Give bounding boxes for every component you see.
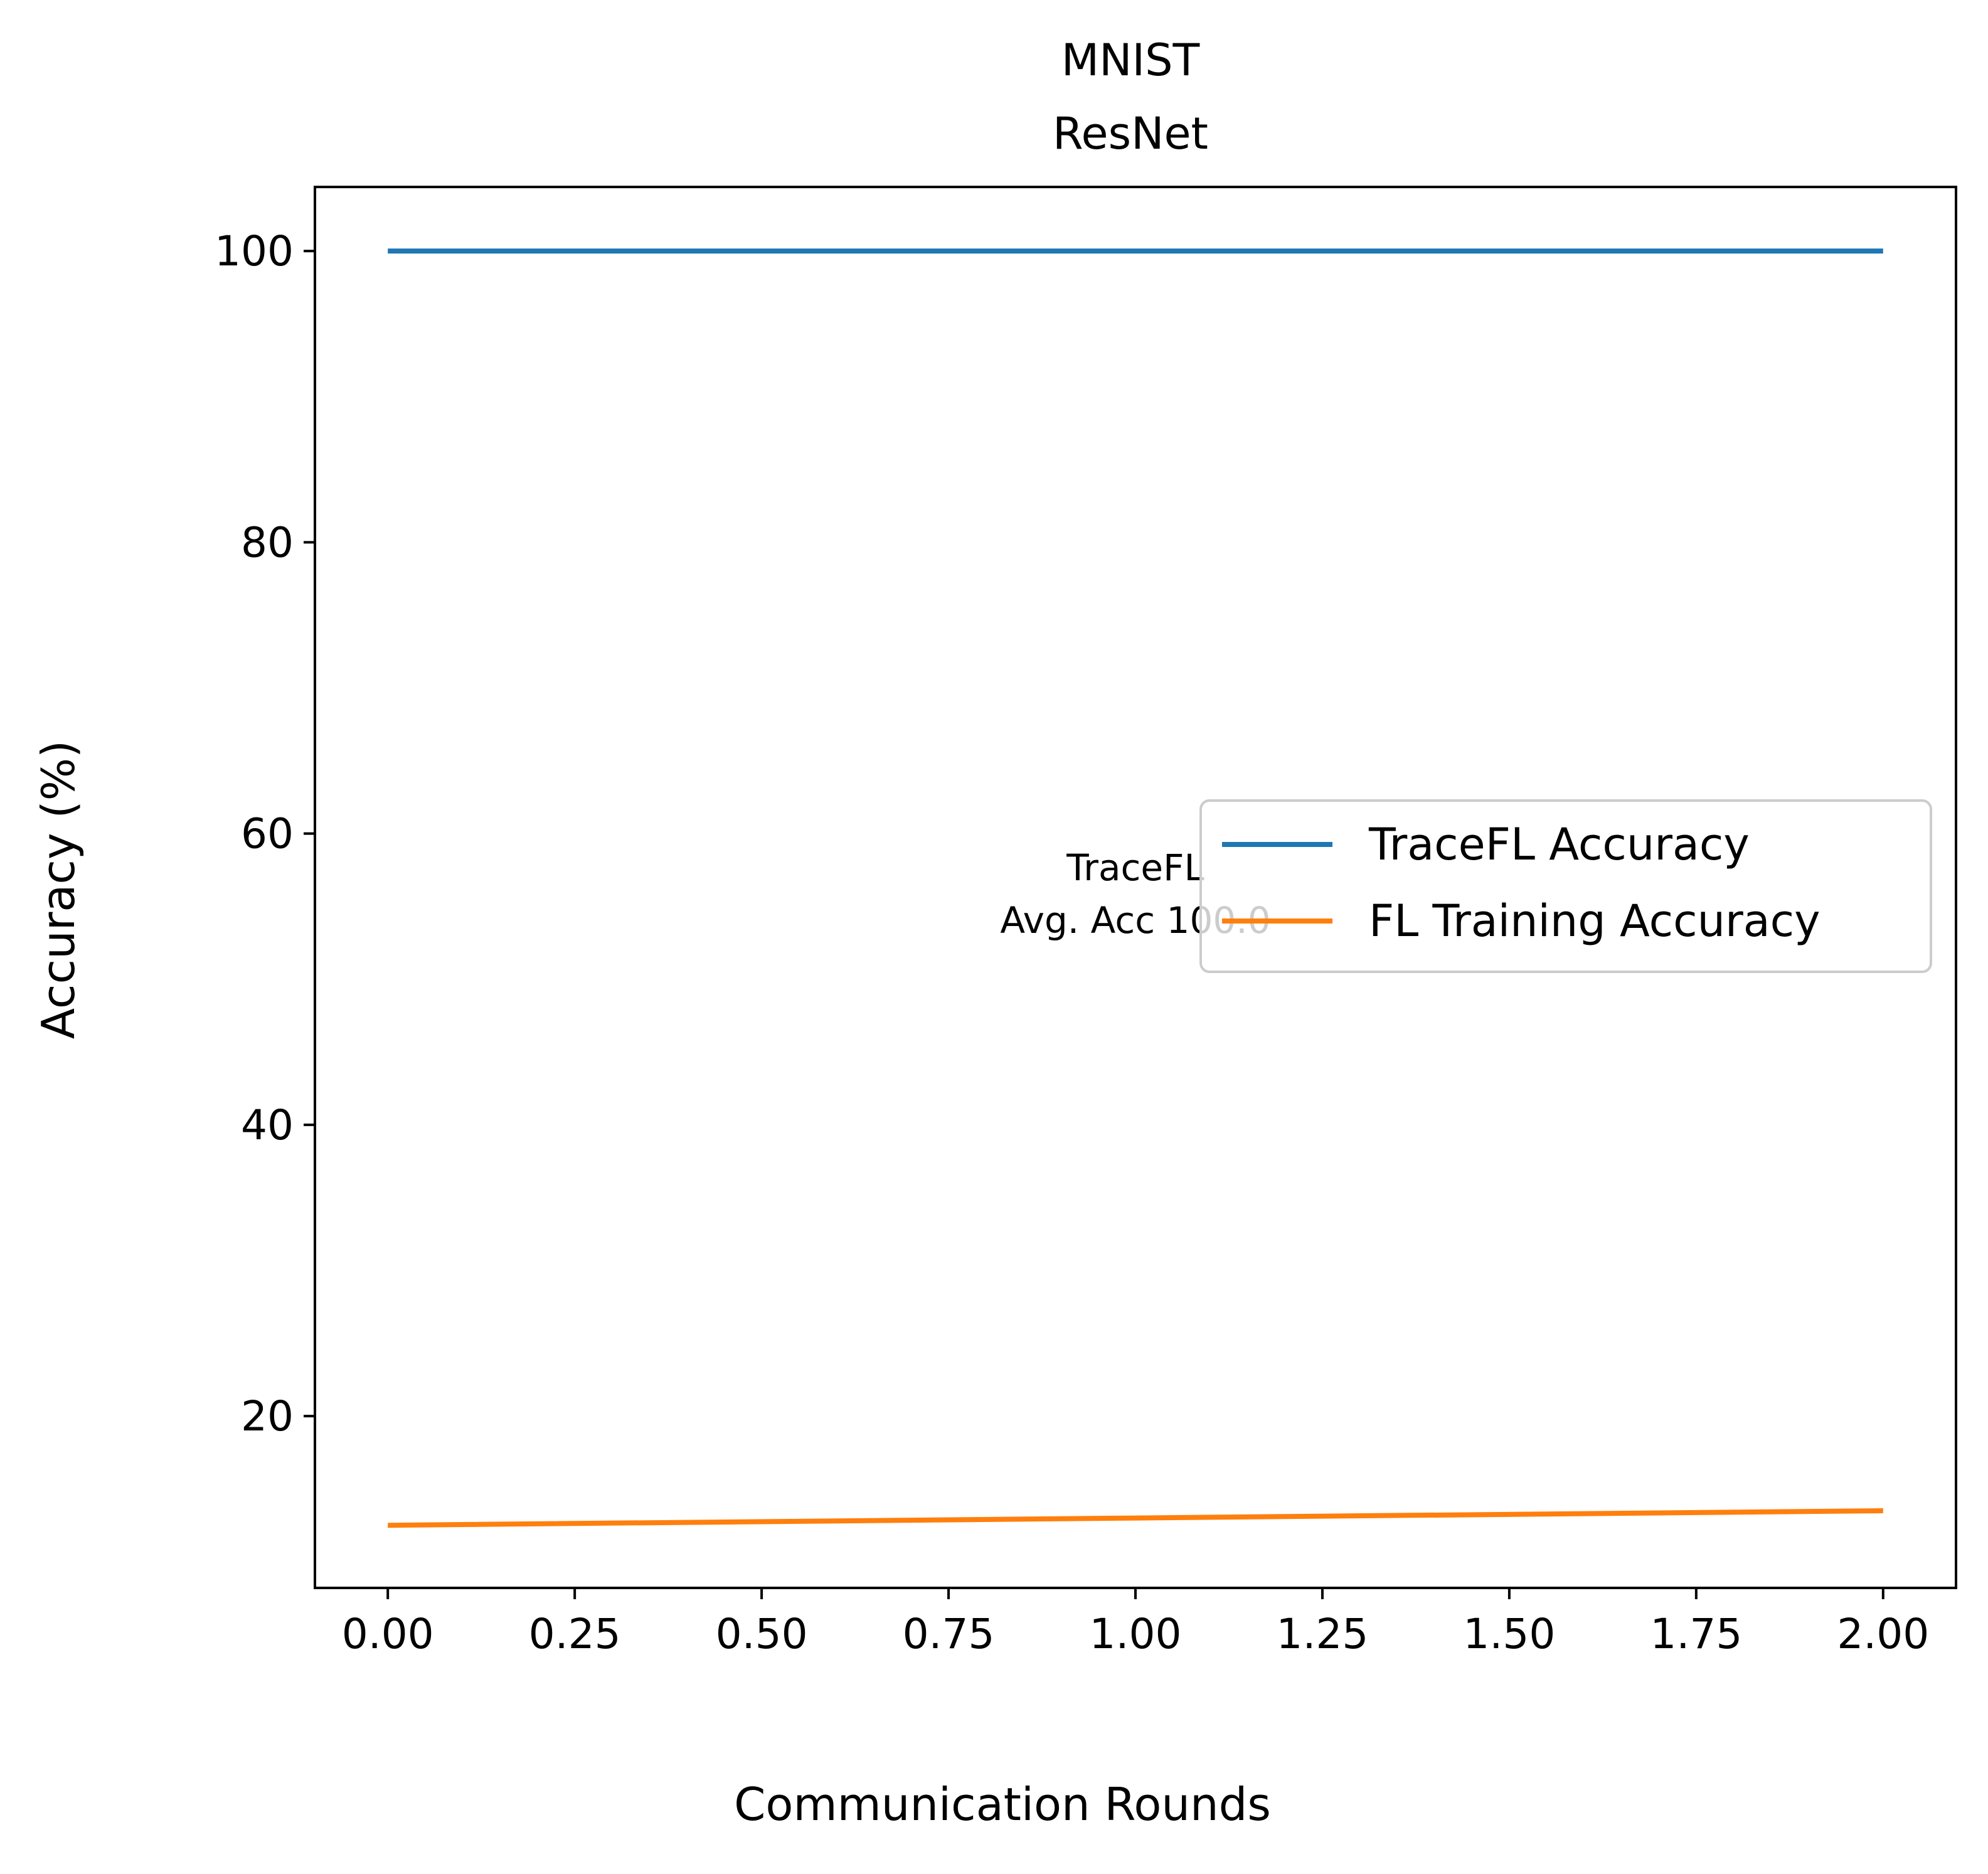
x-tick-label: 1.25 — [1276, 1610, 1368, 1658]
series-layer — [385, 248, 1886, 1528]
y-axis-label: Accuracy (%) — [32, 740, 85, 1039]
y-tick-label: 20 — [241, 1392, 294, 1440]
x-tick-label: 1.00 — [1090, 1610, 1182, 1658]
x-axis-label: Communication Rounds — [734, 1778, 1271, 1831]
y-tick-label: 100 — [215, 227, 294, 275]
legend-box — [1199, 799, 1932, 973]
data-point — [385, 1523, 390, 1528]
x-tick-label: 0.50 — [716, 1610, 808, 1658]
series-line-2 — [388, 1508, 1883, 1528]
legend-label-2: FL Training Accuracy — [1369, 895, 1821, 947]
chart-subtitle: ResNet — [1053, 108, 1208, 159]
x-tick-label: 0.25 — [529, 1610, 621, 1658]
data-point — [1881, 248, 1886, 253]
data-point — [385, 248, 390, 253]
legend-label-1: TraceFL Accuracy — [1368, 819, 1750, 870]
x-tick-label: 1.75 — [1650, 1610, 1742, 1658]
y-tick-label: 60 — [241, 810, 294, 858]
legend: TraceFL Accuracy FL Training Accuracy — [1199, 799, 1932, 973]
y-tick-label: 80 — [241, 518, 294, 567]
y-tick-label: 40 — [241, 1101, 294, 1149]
x-axis-ticks: 0.00 0.25 0.50 0.75 1.00 1.25 1.50 1.75 2.00 — [342, 1588, 1929, 1658]
x-tick-label: 2.00 — [1837, 1610, 1929, 1658]
data-point — [1881, 1508, 1886, 1513]
y-axis-ticks: 20 40 60 80 100 — [215, 227, 315, 1440]
x-tick-label: 0.00 — [342, 1610, 434, 1658]
data-point — [1133, 248, 1138, 253]
annotation-text-line-1: TraceFL — [1066, 846, 1204, 889]
x-tick-label: 0.75 — [903, 1610, 995, 1658]
x-tick-label: 1.50 — [1463, 1610, 1555, 1658]
data-point — [1133, 1516, 1138, 1521]
chart-title: MNIST — [1061, 35, 1200, 86]
